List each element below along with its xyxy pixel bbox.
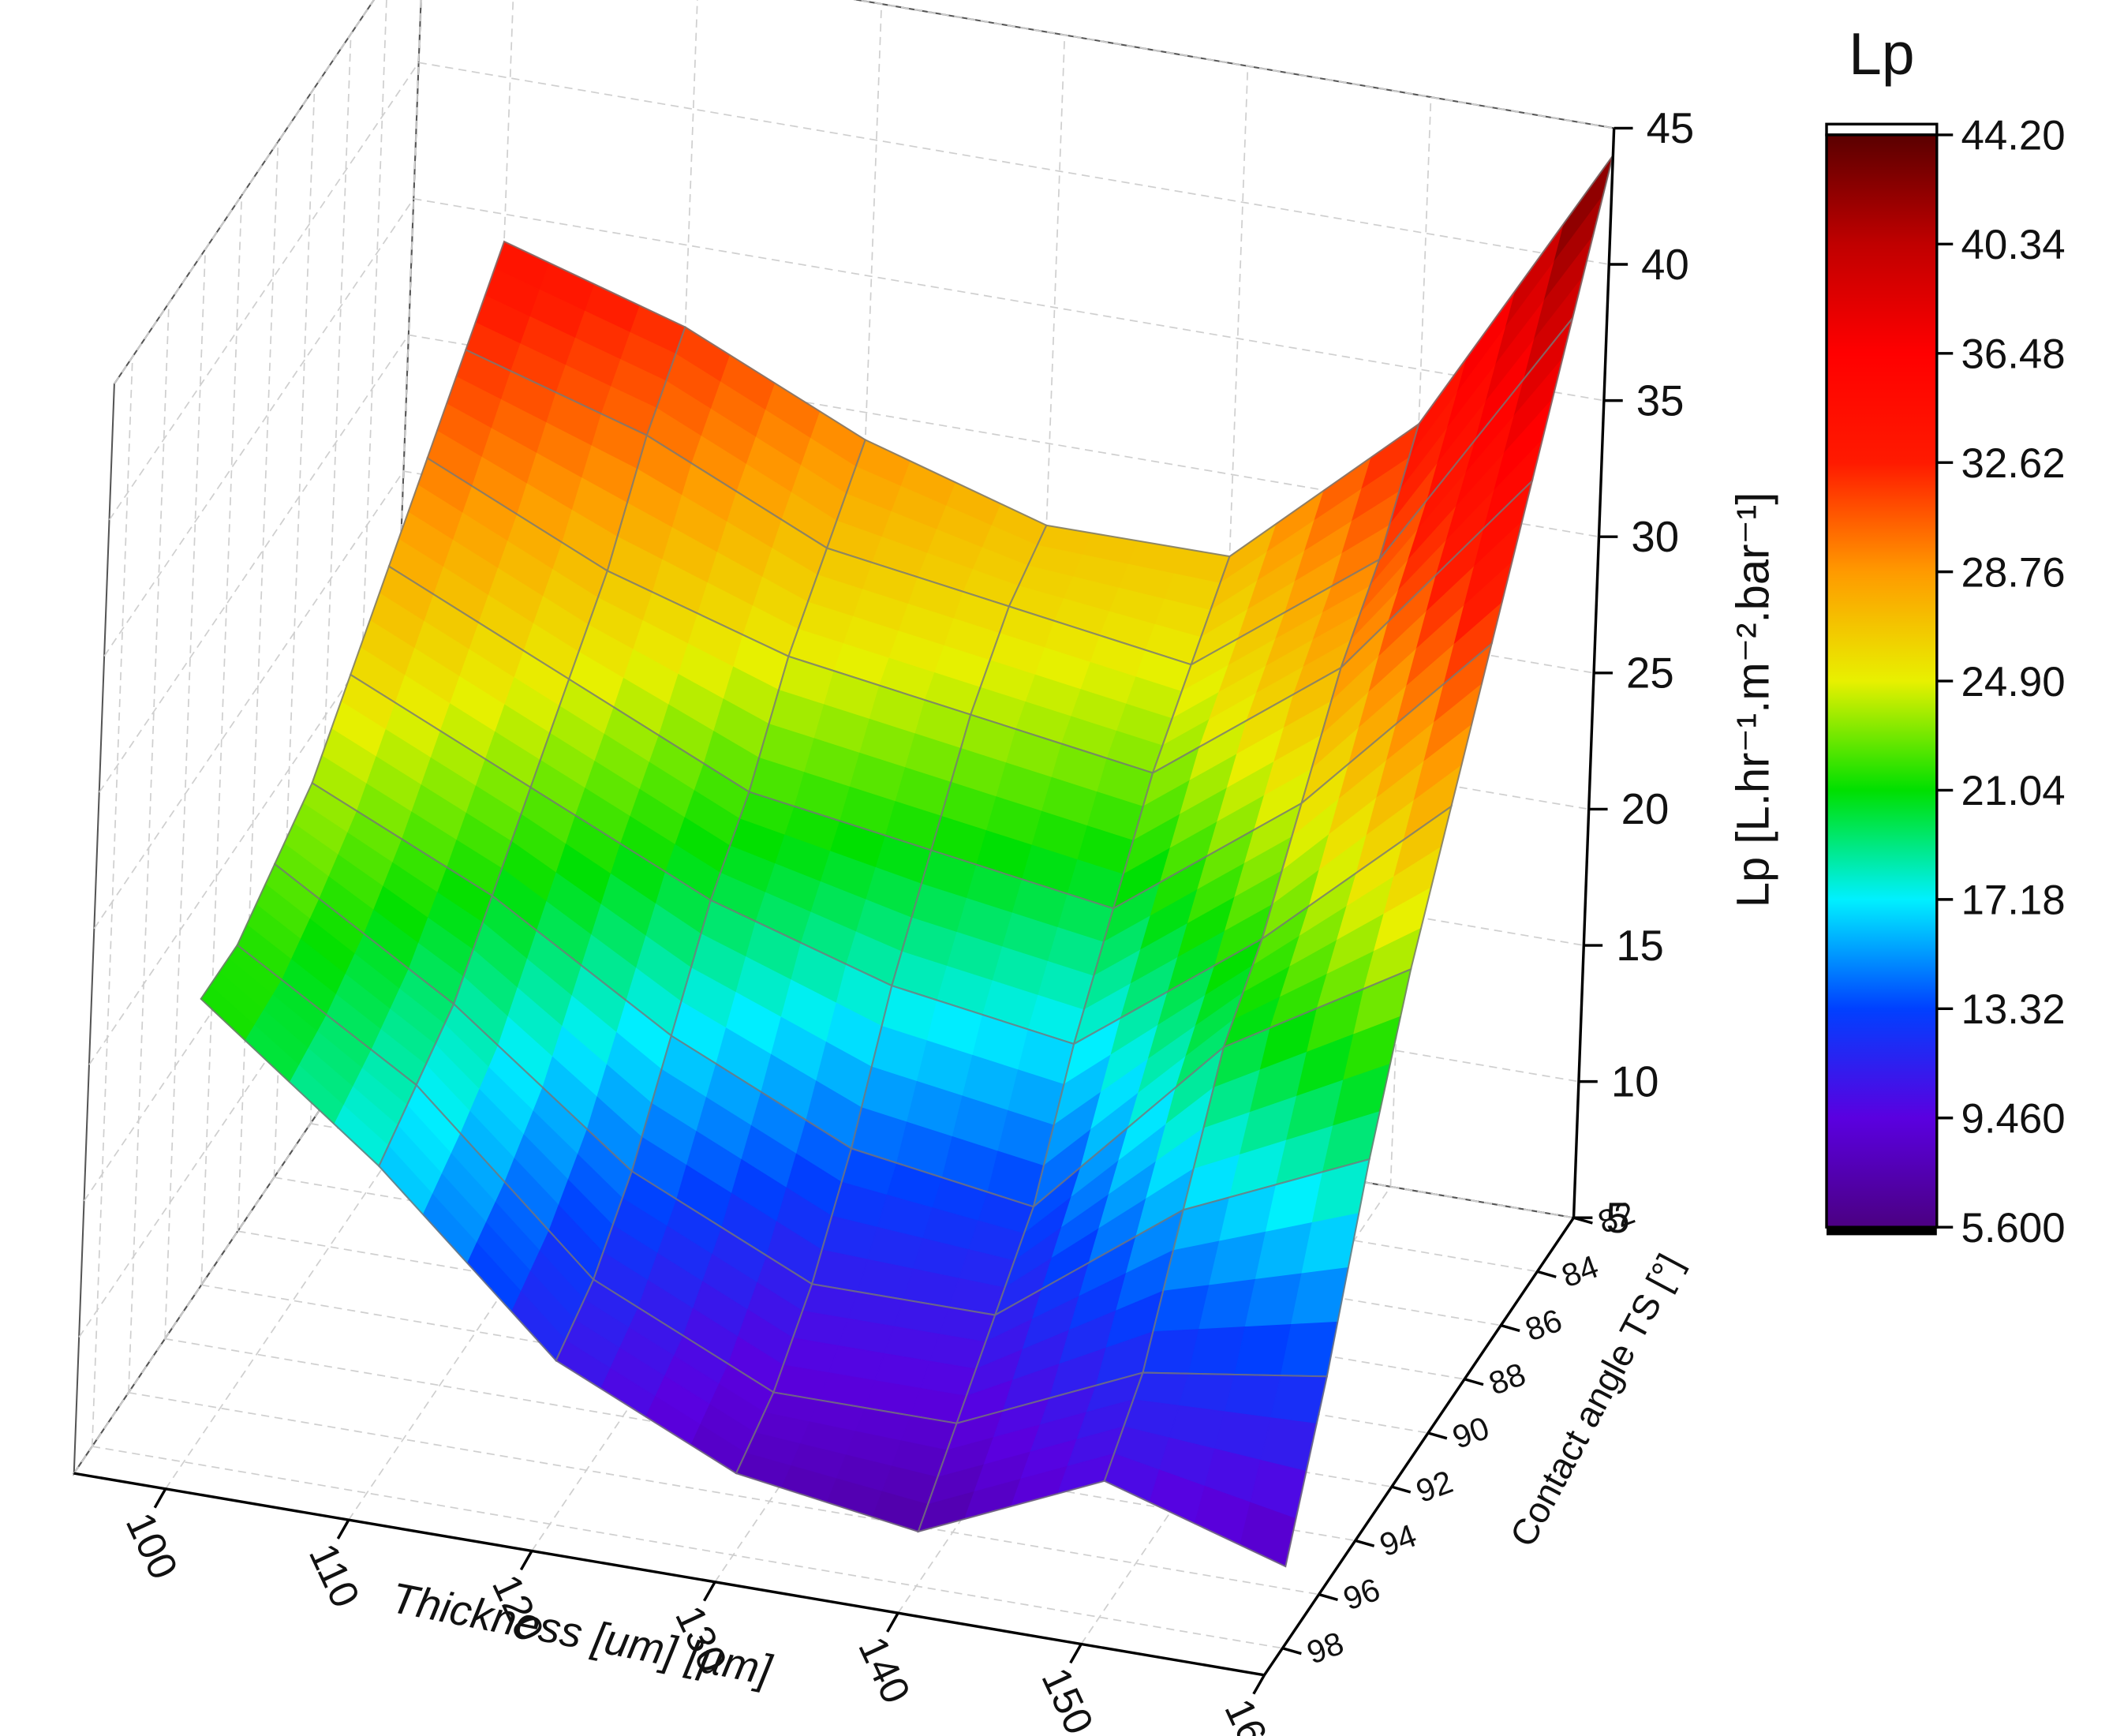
x-tick-label: 110 [301,1537,368,1614]
colorbar-tick-label: 24.90 [1961,659,2065,705]
grid-line [103,198,414,657]
colorbar-title: Lp [1849,21,1914,87]
x-axis-line [73,1472,1265,1677]
y-tick [1464,1378,1484,1386]
y-tick [1318,1592,1338,1602]
y-tick-label: 90 [1448,1409,1494,1456]
x-tick [703,1581,716,1602]
z-tick-label: 25 [1626,649,1674,698]
y-axis-line [1263,1217,1575,1676]
z-tick-label: 45 [1647,104,1695,152]
z-tick-label: 35 [1636,376,1685,425]
colorbar-tick-label: 28.76 [1961,549,2065,596]
y-tick-label: 96 [1338,1571,1385,1618]
x-tick [1252,1674,1266,1695]
colorbar-tick-label: 40.34 [1961,222,2065,268]
colorbar-tick-label: 13.32 [1961,986,2065,1033]
y-tick [1427,1431,1448,1440]
grid-line [200,195,243,1285]
y-tick-label: 88 [1484,1356,1531,1402]
y-tick [1536,1270,1557,1278]
y-tick [1391,1485,1412,1494]
y-tick [1282,1647,1302,1656]
colorbar-tick-label: 9.460 [1961,1095,2065,1142]
z-axis-title: Lp [L.hr⁻¹.m⁻².bar⁻¹] [1729,492,1779,908]
colorbar-tick-label: 21.04 [1961,768,2065,814]
y-tick-label: 94 [1375,1517,1422,1563]
grid-line [237,141,279,1232]
grid-line [164,249,207,1339]
x-tick [519,1550,533,1571]
colorbar-tick-label: 36.48 [1961,331,2065,378]
colorbar-cap [1827,1227,1937,1236]
grid-line [99,335,409,793]
y-tick [1500,1323,1520,1333]
y-tick-label: 86 [1520,1302,1567,1349]
z-tick-label: 15 [1616,922,1664,970]
x-tick-label: 100 [118,1506,187,1585]
grid-line [108,62,420,521]
y-tick-label: 98 [1302,1625,1348,1671]
x-tick [153,1487,167,1509]
colorbar-tick-label: 5.600 [1961,1205,2065,1251]
y-tick [1355,1539,1375,1547]
y-tick-label: 92 [1412,1463,1458,1510]
surface [200,155,1614,1568]
z-tick-label: 30 [1631,513,1679,561]
colorbar-tick-label: 17.18 [1961,877,2065,924]
z-tick-label: 5 [1606,1194,1629,1242]
x-tick [886,1612,899,1633]
colorbar: 44.20 40.34 36.48 32.62 28.76 24.90 21.04 17.18… [1825,21,2066,1251]
grid-line [114,0,375,384]
grid-line [93,470,405,930]
surface-cell [1103,1371,1329,1568]
z-tick-label: 20 [1621,785,1670,833]
y-axis-title: Contact angle TS [°] [1501,1248,1690,1554]
z-tick-label: 40 [1641,241,1689,289]
grid-line [128,302,170,1393]
colorbar-tick-label: 44.20 [1961,113,2065,159]
colorbar-cap [1825,122,1939,137]
y-tick-label: 84 [1557,1248,1603,1295]
x-tick [336,1519,350,1540]
x-tick-label: 140 [850,1630,919,1710]
x-tick [1069,1643,1083,1664]
x-tick-label: 150 [1033,1661,1102,1736]
colorbar-scale [1825,133,1939,1229]
x-tick-label: 160 [1216,1692,1285,1736]
z-tick-label: 10 [1611,1057,1659,1106]
colorbar-tick-label: 32.62 [1961,440,2065,487]
grid-line [91,357,133,1447]
